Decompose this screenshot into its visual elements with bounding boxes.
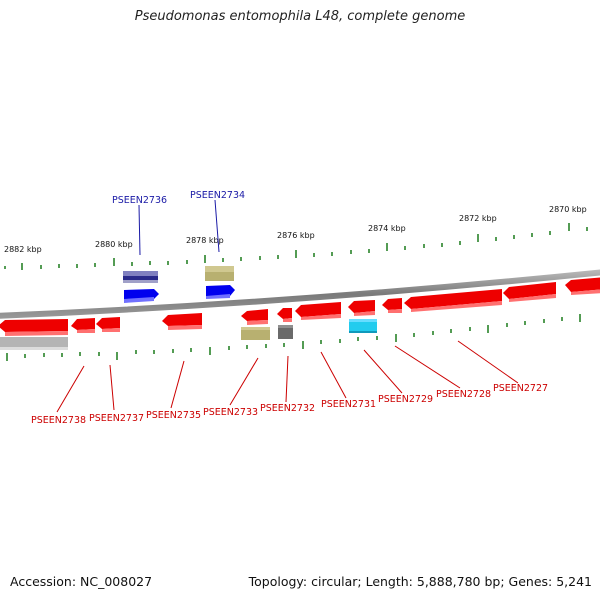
gene-PSEEN2736[interactable] <box>123 271 159 303</box>
leader-line <box>229 357 259 406</box>
outer-tick-row <box>4 223 588 270</box>
genome-stats-text: Topology: circular; Length: 5,888,780 bp… <box>248 574 592 589</box>
gene-PSEEN2733[interactable] <box>241 309 270 340</box>
gene-PSEEN2731[interactable] <box>295 302 341 320</box>
gene-label-PSEEN2729[interactable]: PSEEN2729 <box>378 394 433 405</box>
top-label-connectors <box>138 199 220 256</box>
leader-line <box>457 340 519 384</box>
gene-label-PSEEN2735[interactable]: PSEEN2735 <box>146 410 201 421</box>
gene-PSEEN2728[interactable] <box>382 298 402 313</box>
gene-PSEEN2727[interactable] <box>503 282 556 302</box>
leader-line <box>394 345 461 389</box>
gene-PSEEN2738[interactable] <box>0 319 68 350</box>
gene-PSEEN2735[interactable] <box>162 313 202 330</box>
gene-label-PSEEN2736[interactable]: PSEEN2736 <box>112 195 167 206</box>
scale-labels: 2882 kbp 2880 kbp 2878 kbp 2876 kbp 2874… <box>4 205 587 254</box>
genome-backbone <box>0 269 600 319</box>
leader-line <box>214 199 220 253</box>
gene-label-PSEEN2732[interactable]: PSEEN2732 <box>260 403 315 414</box>
reverse-strand-genes <box>0 277 600 350</box>
gene-label-PSEEN2727[interactable]: PSEEN2727 <box>493 383 548 394</box>
leader-line <box>56 365 85 413</box>
leader-line <box>285 355 289 403</box>
leader-line <box>138 204 141 256</box>
genome-title: Pseudomonas entomophila L48, complete ge… <box>134 9 466 24</box>
scale-label-2872: 2872 kbp <box>459 214 497 223</box>
gene-PSEEN2729[interactable] <box>348 300 377 333</box>
forward-strand-genes <box>123 266 235 303</box>
scale-label-2880: 2880 kbp <box>95 240 133 249</box>
scale-label-2870: 2870 kbp <box>549 205 587 214</box>
leader-line <box>109 364 115 411</box>
accession-text: Accession: NC_008027 <box>10 574 153 589</box>
top-gene-labels: PSEEN2736 PSEEN2734 <box>112 190 245 206</box>
gene-PSEEN2728b[interactable] <box>404 289 502 312</box>
gene-PSEEN2734[interactable] <box>205 266 235 299</box>
gene-label-PSEEN2728[interactable]: PSEEN2728 <box>436 389 491 400</box>
scale-label-2874: 2874 kbp <box>368 224 406 233</box>
gene-label-PSEEN2731[interactable]: PSEEN2731 <box>321 399 376 410</box>
gene-label-PSEEN2738[interactable]: PSEEN2738 <box>31 415 86 426</box>
gene-label-PSEEN2734[interactable]: PSEEN2734 <box>190 190 245 201</box>
gene-PSEEN2732[interactable] <box>277 308 293 339</box>
scale-label-2878: 2878 kbp <box>186 236 224 245</box>
leader-line <box>170 360 185 409</box>
inner-tick-row <box>6 314 581 361</box>
gene-offscreen-right[interactable] <box>565 277 600 295</box>
gene-PSEEN2737b[interactable] <box>96 317 120 332</box>
bottom-label-connectors <box>56 340 519 413</box>
leader-line <box>320 351 347 399</box>
leader-line <box>363 349 403 394</box>
gene-label-PSEEN2733[interactable]: PSEEN2733 <box>203 407 258 418</box>
gene-label-PSEEN2737[interactable]: PSEEN2737 <box>89 413 144 424</box>
scale-label-2882: 2882 kbp <box>4 245 42 254</box>
bottom-gene-labels: PSEEN2738 PSEEN2737 PSEEN2735 PSEEN2733 … <box>31 383 548 426</box>
scale-label-2876: 2876 kbp <box>277 231 315 240</box>
gene-PSEEN2737[interactable] <box>71 318 95 333</box>
